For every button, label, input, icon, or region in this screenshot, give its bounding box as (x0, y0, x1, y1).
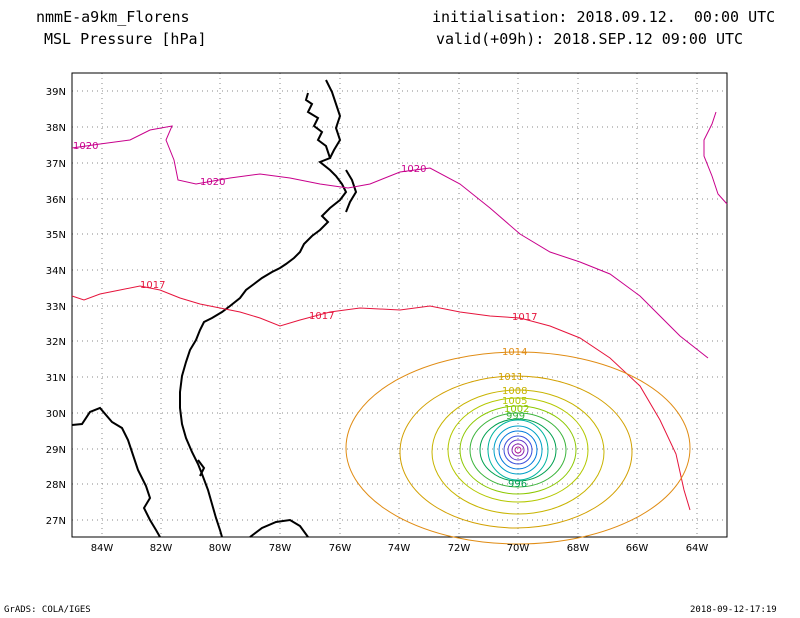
map-frame (71, 72, 728, 538)
init-time: initialisation: 2018.09.12. 00:00 UTC (432, 8, 776, 26)
contour-label-1020-a: 1020 (73, 141, 98, 152)
lat-label-34n: 34N (46, 266, 66, 277)
lat-label-38n: 38N (46, 123, 66, 134)
contour-label-1002: 1002 (504, 404, 529, 415)
lat-label-31n: 31N (46, 373, 66, 384)
lat-label-27n: 27N (46, 516, 66, 527)
lat-label-30n: 30N (46, 409, 66, 420)
contour-label-1020-c: 1020 (401, 164, 426, 175)
footer-software: GrADS: COLA/IGES (4, 605, 91, 615)
lat-label-39n: 39N (46, 87, 66, 98)
lon-label-64w: 64W (686, 543, 709, 554)
contour-label-996: 996 (508, 479, 527, 490)
latitude-labels: 39N 38N 37N 36N 35N 34N 33N 32N 31N 30N … (46, 87, 66, 527)
contour-label-1017-c: 1017 (512, 312, 537, 323)
lon-label-76w: 76W (329, 543, 352, 554)
contour-label-1005: 1005 (502, 396, 527, 407)
lon-label-80w: 80W (209, 543, 232, 554)
lon-label-74w: 74W (388, 543, 411, 554)
contour-labels: 1020 1020 1020 1017 1017 1017 1014 1011 … (73, 141, 537, 490)
lat-label-36n: 36N (46, 195, 66, 206)
lat-label-32n: 32N (46, 337, 66, 348)
longitude-labels: 84W 82W 80W 78W 76W 74W 72W 70W 68W 66W … (91, 543, 709, 554)
valid-time: valid(+09h): 2018.SEP.12 09:00 UTC (436, 30, 744, 48)
footer-timestamp: 2018-09-12-17:19 (690, 605, 777, 615)
contour-label-1008: 1008 (502, 386, 527, 397)
lon-label-78w: 78W (269, 543, 292, 554)
contour-label-999: 999 (506, 411, 525, 422)
contour-label-1014: 1014 (502, 347, 527, 358)
contour-label-1017-b: 1017 (309, 311, 334, 322)
lat-label-29n: 29N (46, 445, 66, 456)
lat-label-37n: 37N (46, 159, 66, 170)
lon-label-68w: 68W (567, 543, 590, 554)
grid (72, 73, 727, 537)
model-name: nmmE-a9km_Florens (36, 8, 190, 26)
lat-label-28n: 28N (46, 480, 66, 491)
contour-label-1011: 1011 (498, 372, 523, 383)
lon-label-70w: 70W (507, 543, 530, 554)
lon-label-84w: 84W (91, 543, 114, 554)
field-name: MSL Pressure [hPa] (44, 30, 207, 48)
lon-label-72w: 72W (448, 543, 471, 554)
lon-label-82w: 82W (150, 543, 173, 554)
lon-label-66w: 66W (626, 543, 649, 554)
isobars (71, 111, 728, 545)
coastline (71, 79, 358, 538)
contour-label-1020-b: 1020 (200, 177, 225, 188)
lat-label-33n: 33N (46, 302, 66, 313)
lat-label-35n: 35N (46, 230, 66, 241)
contour-label-1017-a: 1017 (140, 280, 165, 291)
